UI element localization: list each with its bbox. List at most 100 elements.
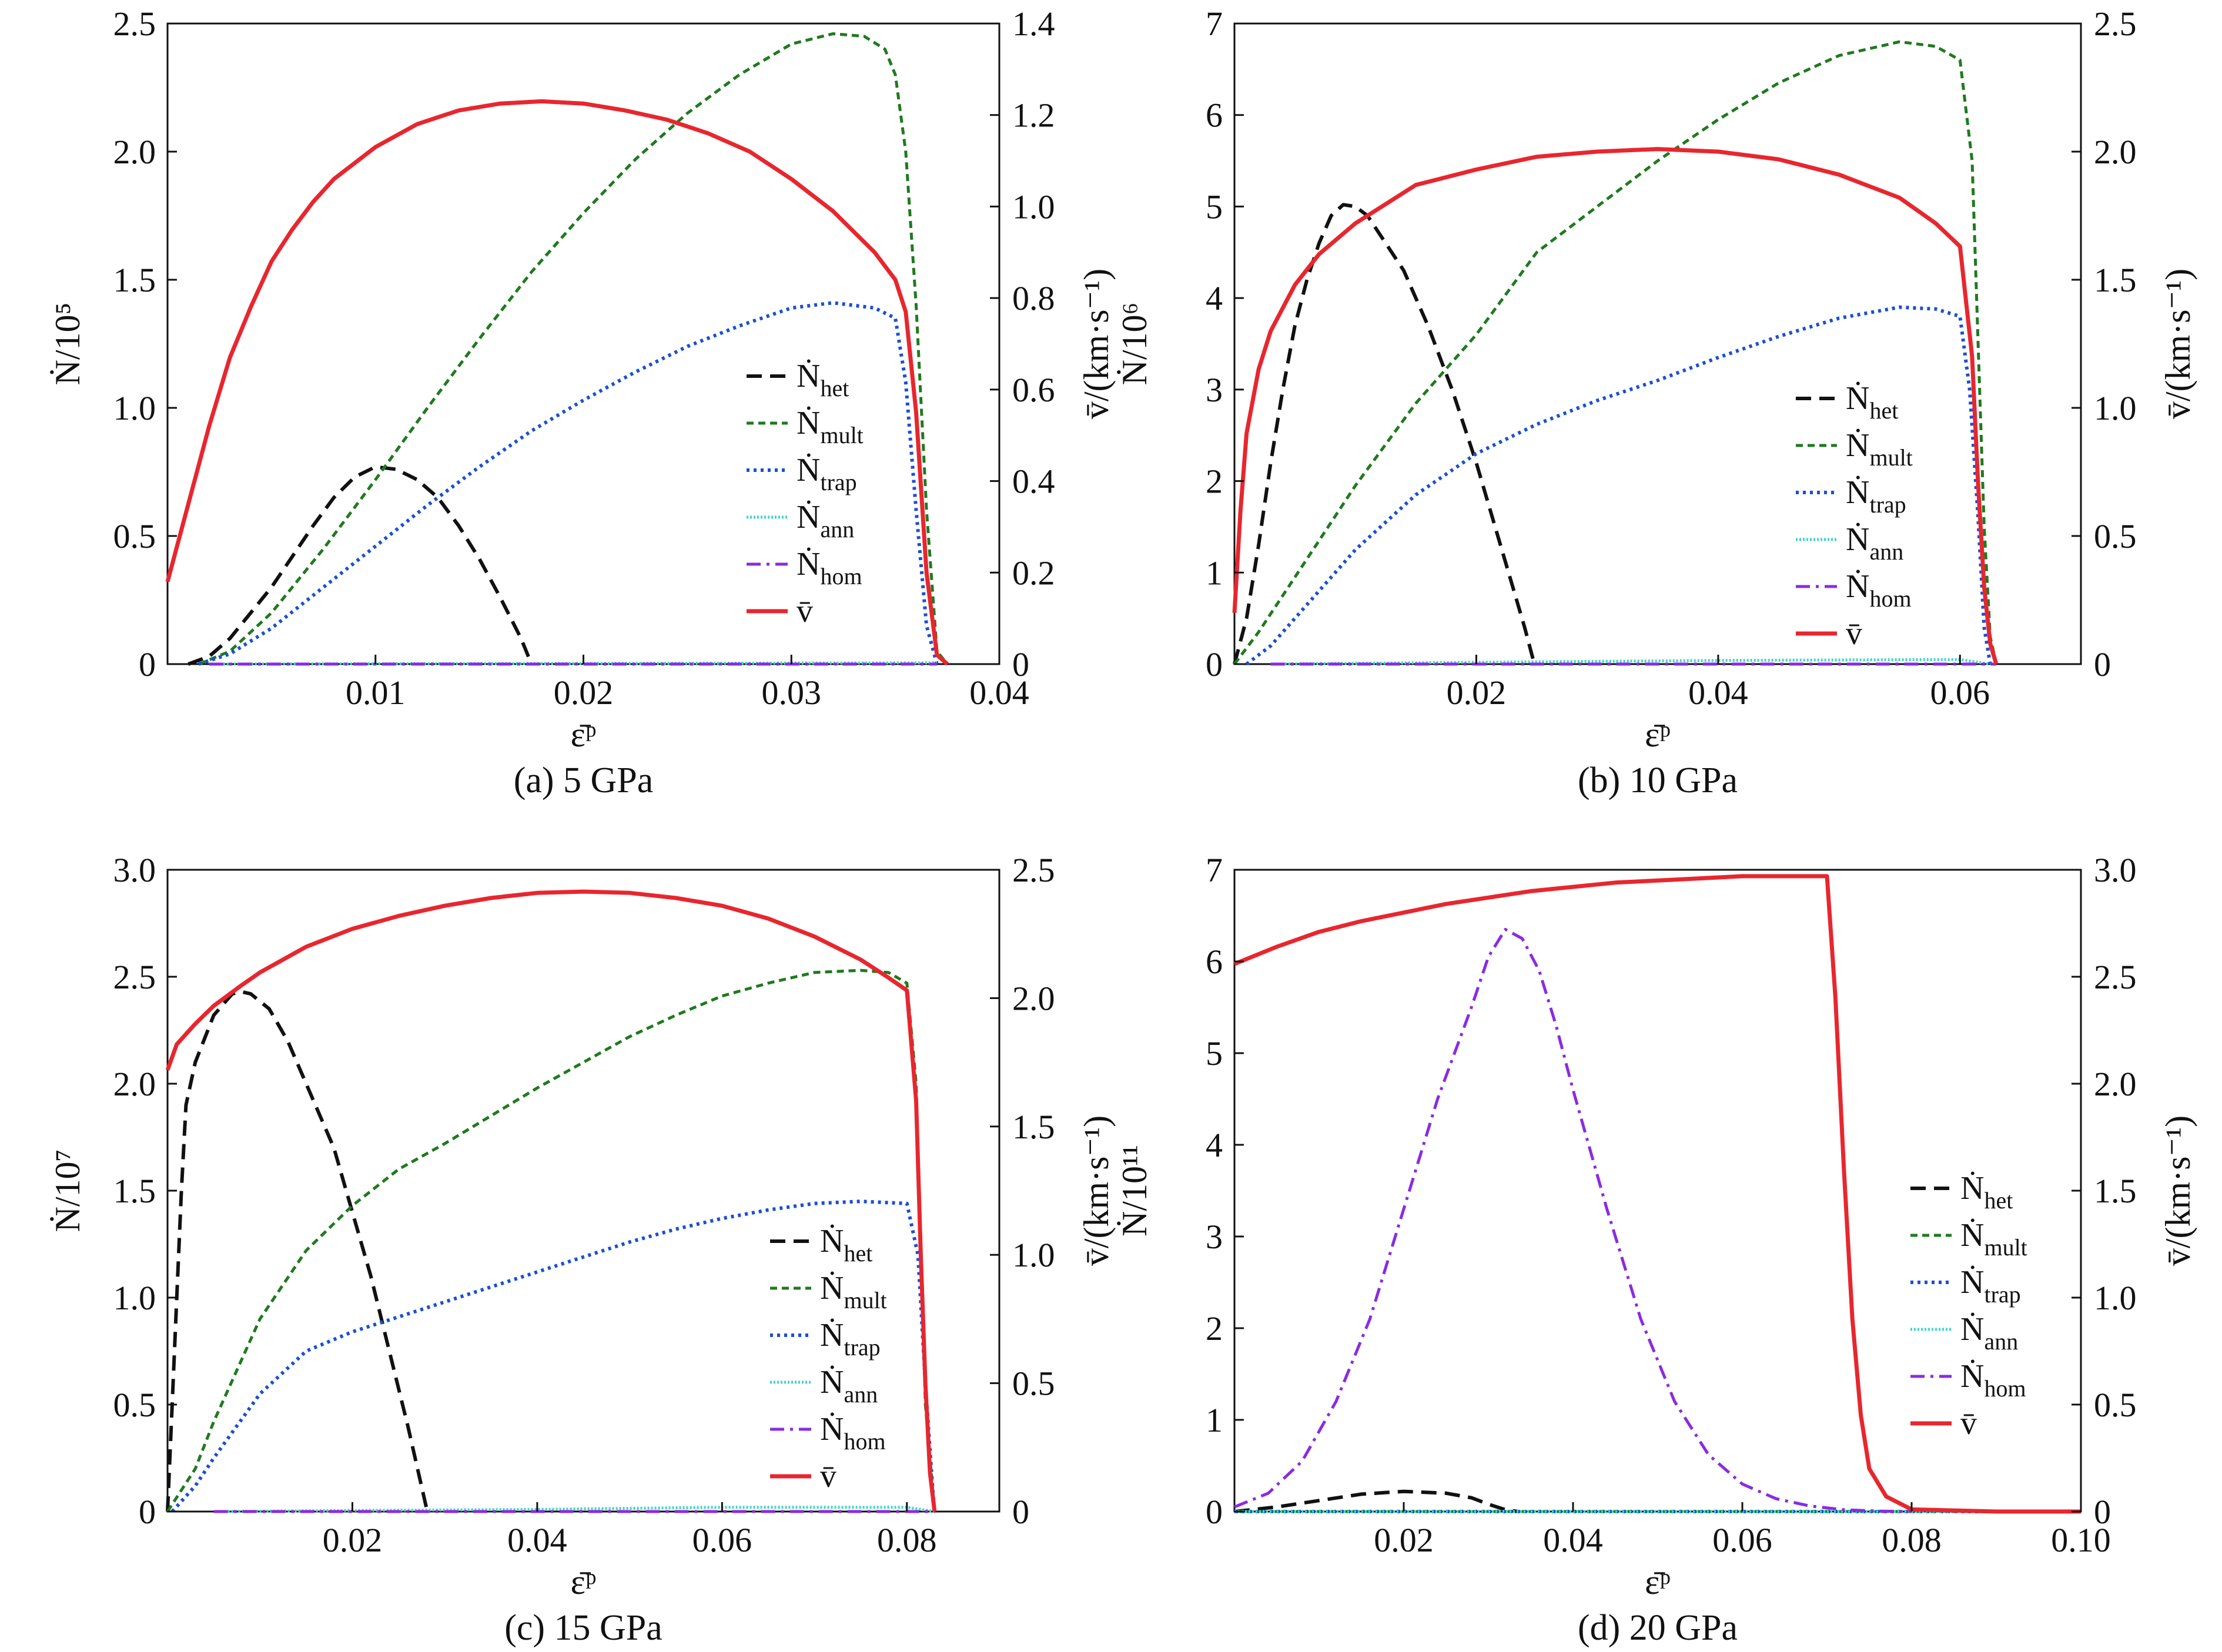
legend-label-v: v̄ <box>820 1458 836 1494</box>
panel-4: 0 1 2 3 4 5 6 7 0 0.5 1.0 1.5 2.0 2.5 3.0 0.02 0.04 0.06 0… <box>1115 851 2197 1648</box>
right-axis-label: v̄/(km·s⁻¹) <box>1077 1115 1116 1266</box>
right-tick-label: 1.0 <box>1012 1236 1055 1274</box>
series-line-trap <box>1245 305 1992 666</box>
left-tick-label: 1 <box>1206 1401 1223 1439</box>
legend-label-subscript: trap <box>1984 1281 2020 1308</box>
legend-label-subscript: ann <box>820 516 854 542</box>
plot-frame <box>1233 22 2082 665</box>
left-tick-label: 2.0 <box>113 133 156 171</box>
right-tick-label: 0 <box>2094 1493 2111 1531</box>
right-tick-label: 1.0 <box>2094 389 2137 427</box>
right-tick-label: 1.0 <box>1012 187 1055 226</box>
legend-label-subscript: mult <box>820 422 863 448</box>
x-tick-label: 0.02 <box>554 673 614 712</box>
left-tick-label: 1.0 <box>113 1279 156 1317</box>
legend-label-subscript: trap <box>844 1334 880 1361</box>
legend-label-het: Ṅhet <box>797 358 849 401</box>
legend-label-ann: Ṅann <box>797 499 854 542</box>
legend-label-base: Ṅ <box>797 546 820 582</box>
legend-label-subscript: trap <box>1869 491 1906 518</box>
left-tick-label: 1.5 <box>113 261 156 299</box>
series-line-hom <box>1234 927 1912 1513</box>
legend-label-subscript: hom <box>1984 1375 2026 1402</box>
legend-label-base: v̄ <box>1960 1405 1977 1442</box>
left-tick-label: 0 <box>1206 1493 1223 1531</box>
left-tick-label: 2 <box>1206 463 1223 501</box>
x-tick-label: 0.02 <box>1447 673 1507 712</box>
left-tick-label: 1.5 <box>113 1172 156 1210</box>
legend-label-subscript: mult <box>1984 1234 2027 1261</box>
legend-label-base: v̄ <box>820 1458 836 1494</box>
x-axis-label: ε̄ᵖ <box>571 715 597 754</box>
right-tick-label: 1.0 <box>2094 1279 2137 1317</box>
legend-label-v: v̄ <box>1960 1405 1977 1442</box>
legend-label-subscript: het <box>844 1240 872 1266</box>
plot-frame <box>166 869 1000 1513</box>
x-tick-label: 0.04 <box>1543 1521 1603 1559</box>
legend-label-base: Ṅ <box>1960 1264 1984 1301</box>
right-tick-label: 0.5 <box>1012 1365 1055 1403</box>
legend-label-base: Ṅ <box>820 1364 844 1400</box>
left-tick-label: 5 <box>1206 187 1223 226</box>
x-tick-label: 0.06 <box>1712 1521 1772 1559</box>
left-axis-label: Ṅ/10⁷ <box>48 1150 87 1232</box>
legend-label-subscript: hom <box>844 1428 885 1455</box>
right-tick-label: 1.5 <box>2094 1172 2137 1210</box>
x-tick-label: 0.06 <box>1930 673 1990 712</box>
legend-label-base: Ṅ <box>797 405 820 441</box>
legend-label-hom: Ṅhom <box>1960 1358 2026 1402</box>
legend-label-v: v̄ <box>797 593 813 629</box>
legend-label-subscript: hom <box>820 563 862 589</box>
right-axis-label: v̄/(km·s⁻¹) <box>2159 269 2197 419</box>
right-tick-label: 0 <box>2094 645 2111 683</box>
right-tick-label: 3.0 <box>2094 851 2137 889</box>
legend-label-base: Ṅ <box>1846 427 1869 464</box>
left-tick-label: 2.5 <box>113 958 156 996</box>
legend-label-ann: Ṅann <box>820 1364 878 1408</box>
legend-label-base: Ṅ <box>1960 1170 1984 1207</box>
right-tick-label: 2.5 <box>2094 5 2137 43</box>
panel-caption: (a) 5 GPa <box>514 760 654 800</box>
legend-label-base: Ṅ <box>1960 1217 1984 1254</box>
right-tick-label: 0.2 <box>1012 554 1055 592</box>
right-tick-label: 2.5 <box>1012 851 1055 889</box>
right-tick-label: 0.5 <box>2094 1386 2137 1424</box>
x-tick-label: 0.02 <box>1374 1521 1434 1559</box>
legend-label-trap: Ṅtrap <box>797 452 857 495</box>
left-tick-label: 7 <box>1206 851 1223 889</box>
right-tick-label: 2.0 <box>2094 1065 2137 1103</box>
legend-label-base: Ṅ <box>1846 380 1869 417</box>
legend-label-mult: Ṅmult <box>1960 1217 2027 1261</box>
legend-label-base: Ṅ <box>1846 474 1869 511</box>
legend-label-subscript: trap <box>820 469 856 495</box>
x-axis-label: ε̄ᵖ <box>571 1563 597 1601</box>
x-tick-label: 0.04 <box>969 673 1029 712</box>
legend-label-het: Ṅhet <box>1846 380 1898 424</box>
legend-label-base: Ṅ <box>1846 521 1869 558</box>
panel-3: 0 0.5 1.0 1.5 2.0 2.5 3.0 0 0.5 1.0 1.5 2.0 2.5 0.02 0… <box>48 851 1116 1648</box>
left-tick-label: 1.0 <box>113 389 156 427</box>
x-axis-label: ε̄ᵖ <box>1645 715 1671 754</box>
x-tick-label: 0.04 <box>507 1521 567 1559</box>
right-tick-label: 0 <box>1012 645 1029 683</box>
series-line-het <box>188 465 533 666</box>
left-tick-label: 6 <box>1206 96 1223 135</box>
left-tick-label: 2 <box>1206 1309 1223 1348</box>
legend-label-trap: Ṅtrap <box>820 1317 881 1361</box>
plot-frame <box>1233 869 2082 1513</box>
right-tick-label: 2.0 <box>1012 979 1055 1017</box>
x-axis-label: ε̄ᵖ <box>1645 1563 1671 1601</box>
series-line-v <box>1233 874 2081 1514</box>
legend-label-subscript: mult <box>844 1287 886 1313</box>
right-tick-label: 2.5 <box>2094 958 2137 996</box>
legend-label-ann: Ṅann <box>1846 521 1903 565</box>
left-tick-label: 0.5 <box>113 517 156 555</box>
left-tick-label: 4 <box>1206 279 1223 317</box>
legend-label-base: Ṅ <box>797 499 820 535</box>
panel-2: 0 1 2 3 4 5 6 7 0 0.5 1.0 1.5 2.0 2.5 0.02 0.04 0.06 Ṅ/10… <box>1115 5 2197 800</box>
right-tick-label: 1.4 <box>1012 5 1055 43</box>
right-tick-label: 1.5 <box>2094 261 2137 299</box>
